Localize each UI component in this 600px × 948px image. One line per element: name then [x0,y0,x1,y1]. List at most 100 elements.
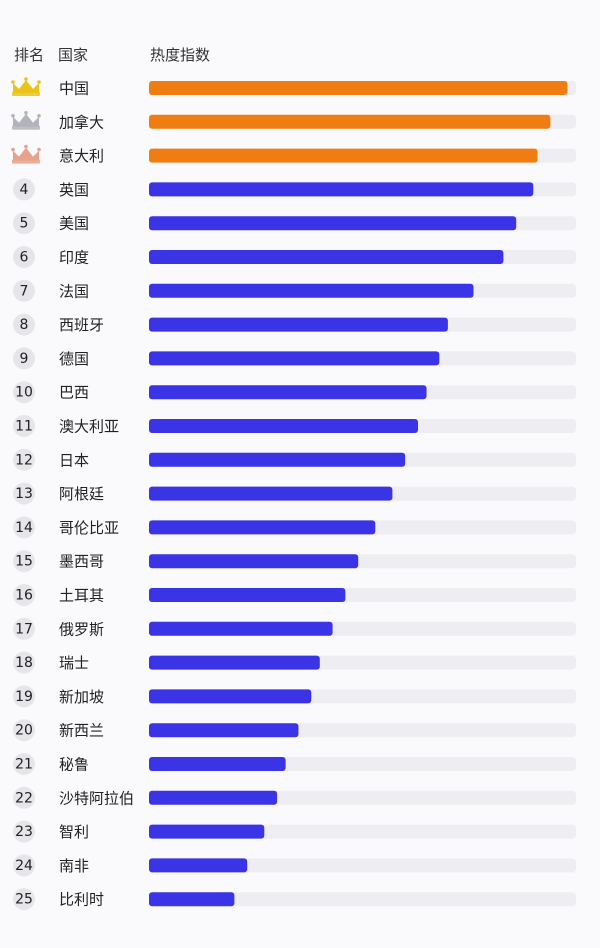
country-label: 瑞士 [59,654,89,672]
rank-badge [13,415,35,437]
bar [149,824,265,839]
rank-number: 11 [15,419,33,435]
country-label: 加拿大 [59,113,104,131]
country-label: 沙特阿拉伯 [59,789,134,807]
country-label: 土耳其 [59,587,104,605]
rank-number: 14 [15,520,33,536]
chart-row: 7 法国 [13,279,576,302]
rank-badge [13,854,35,877]
chart-row: 12 日本 [13,448,576,471]
rank-badge [13,347,35,370]
rank-number: 4 [20,182,29,198]
rank-number: 18 [15,655,33,671]
chart-row: 25 比利时 [13,888,576,911]
bar [149,216,517,231]
rank-badge [13,685,35,708]
bar [149,250,504,264]
rank-number: 12 [15,452,33,468]
rank-badge [13,212,35,235]
chart-row: 9 德国 [13,347,576,370]
country-label: 秘鲁 [59,756,89,774]
bar [149,757,286,771]
rank-badge [13,617,35,640]
bar [149,486,393,501]
chart-row: 24 南非 [13,854,576,877]
bar [149,385,427,400]
country-label: 墨西哥 [59,553,104,571]
chart-row: 10 巴西 [13,381,576,404]
rank-badge [13,246,35,268]
chart-row: 11 澳大利亚 [13,415,576,437]
bronze-crown-icon [11,144,41,164]
country-label: 法国 [59,282,89,300]
chart-row: 意大利 [11,144,576,165]
country-label: 智利 [59,823,89,841]
rank-badge [13,888,35,911]
country-label: 南非 [59,857,89,875]
bar [149,588,346,602]
bar [149,351,440,366]
country-label: 比利时 [59,891,104,909]
rank-badge [13,178,35,201]
rank-number: 17 [15,621,33,637]
country-label: 美国 [59,215,89,233]
bar [149,283,474,298]
chart-row: 加拿大 [11,111,576,131]
rank-number: 15 [15,554,33,570]
rank-number: 20 [15,723,33,739]
bar [149,723,299,738]
chart-row: 19 新加坡 [13,685,576,708]
chart-row: 18 瑞士 [13,651,576,674]
country-label: 英国 [59,181,89,199]
country-label: 俄罗斯 [59,620,104,638]
rank-badge [13,719,35,742]
bar [149,689,312,704]
rank-number: 21 [15,757,33,773]
bar [149,452,406,467]
bar [149,81,568,95]
bar [149,858,248,873]
bar [149,892,235,907]
gold-crown-icon [11,77,41,96]
chart-row: 16 土耳其 [13,584,576,606]
country-label: 新西兰 [59,722,104,740]
bar [149,148,538,163]
country-label: 印度 [59,249,89,267]
country-label: 西班牙 [59,316,104,334]
chart-row: 21 秘鲁 [13,753,576,775]
country-label: 德国 [59,350,89,368]
bar-track [149,892,576,907]
rank-number: 23 [15,824,33,840]
bar [149,419,419,433]
bar [149,182,534,197]
rank-badge [13,786,35,809]
rank-badge [13,651,35,674]
country-label: 阿根廷 [59,485,104,503]
country-label: 中国 [59,80,89,98]
chart-row: 13 阿根廷 [13,482,576,505]
rank-number: 7 [20,283,29,299]
chart-row: 8 西班牙 [13,313,576,336]
chart-row: 15 墨西哥 [13,550,576,573]
bar [149,621,333,636]
rank-number: 22 [15,790,33,806]
rank-badge [13,516,35,539]
rank-number: 6 [20,250,29,266]
rank-badge [13,381,35,404]
rank-badge [13,584,35,606]
header-heat-index: 热度指数 [150,46,210,64]
country-label: 日本 [59,451,89,469]
chart-row: 14 哥伦比亚 [13,516,576,539]
header-country: 国家 [58,46,88,64]
country-label: 新加坡 [59,688,104,706]
chart-row: 22 沙特阿拉伯 [13,786,576,809]
bar [149,655,320,670]
country-label: 哥伦比亚 [59,519,119,537]
bar [149,520,376,535]
rank-badge [13,820,35,843]
rank-badge [13,279,35,302]
bar [149,114,551,129]
bar [149,554,359,569]
bar-track [149,858,576,873]
